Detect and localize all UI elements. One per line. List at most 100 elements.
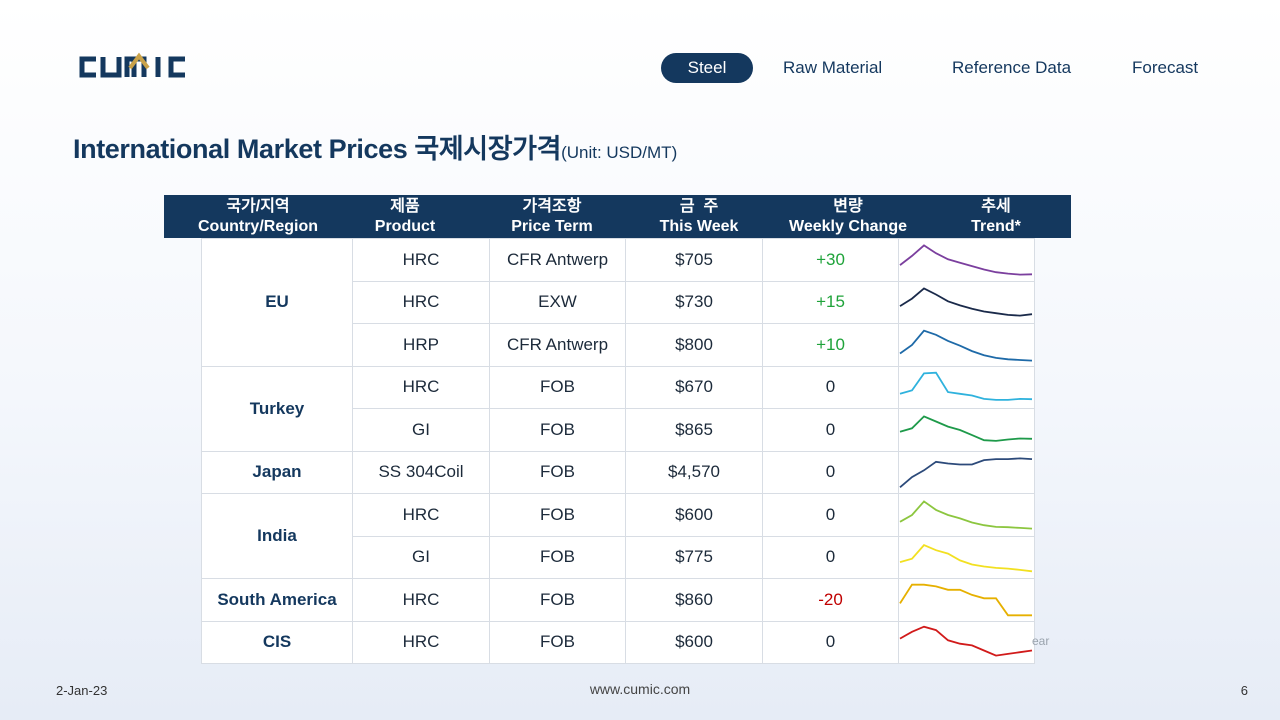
header-product: 제품 Product (374, 198, 436, 235)
cell-weekly-change: 0 (762, 365, 899, 409)
cell-price-term: FOB (489, 408, 626, 452)
cell-country: Turkey (201, 365, 353, 452)
page-title: International Market Prices 국제시장가격(Unit:… (73, 127, 677, 166)
trend-sparkline (899, 287, 1033, 317)
cell-trend (898, 323, 1035, 367)
cell-country: EU (201, 238, 353, 367)
cell-price-term: EXW (489, 280, 626, 324)
cell-product: HRC (352, 578, 490, 622)
table-row: GI FOB $775 0 (202, 535, 1035, 579)
cell-this-week: $600 (625, 620, 763, 664)
nav-reference-data[interactable]: Reference Data (952, 58, 1072, 77)
trend-line (899, 544, 1033, 573)
trend-line (899, 499, 1033, 530)
trend-line (899, 329, 1033, 362)
table-row: EU HRC CFR Antwerp $705 +30 (201, 238, 1035, 367)
cell-this-week: $705 (625, 238, 763, 282)
trend-line (899, 457, 1033, 489)
trend-line (899, 287, 1033, 317)
trend-sparkline (899, 372, 1033, 402)
cell-weekly-change: +30 (762, 238, 899, 282)
trend-line (899, 372, 1033, 402)
trend-line (899, 583, 1032, 616)
trend-line (899, 415, 1033, 442)
header-price-term: 가격조항 Price Term (511, 198, 593, 235)
nav-raw-material[interactable]: Raw Material (783, 58, 883, 77)
page-title-unit: (Unit: USD/MT) (561, 143, 678, 162)
cell-trend (898, 408, 1035, 452)
trend-sparkline (899, 499, 1033, 530)
cell-product: HRC (352, 620, 490, 664)
cell-country: Japan (201, 450, 353, 494)
cell-country: South America (201, 578, 353, 622)
page-title-main: International Market Prices 국제시장가격 (73, 134, 562, 164)
cell-weekly-change: 0 (762, 620, 899, 664)
cell-price-term: FOB (489, 450, 626, 494)
cell-trend (898, 238, 1035, 282)
nav-forecast[interactable]: Forecast (1132, 58, 1199, 77)
cell-this-week: $860 (625, 578, 763, 622)
table-row: India HRC FOB $600 0 (201, 493, 1035, 579)
trend-sparkline (899, 415, 1033, 442)
cell-product: GI (352, 408, 490, 452)
footer-website[interactable]: www.cumic.com (589, 681, 691, 697)
cell-this-week: $670 (625, 365, 763, 409)
table-row: GI FOB $865 0 (202, 408, 1035, 452)
cell-product: HRC (352, 365, 490, 409)
cell-weekly-change: 0 (762, 450, 899, 494)
ghost-text: ear (1032, 634, 1050, 648)
table-row: Japan SS 304Coil FOB $4,570 0 (201, 450, 1035, 494)
cell-trend (898, 535, 1035, 579)
cell-this-week: $600 (625, 493, 763, 537)
trend-line (899, 244, 1033, 276)
cell-product: HRC (352, 493, 490, 537)
cell-price-term: FOB (489, 620, 626, 664)
cell-trend (898, 365, 1035, 409)
cell-trend (898, 493, 1035, 537)
cell-price-term: CFR Antwerp (489, 238, 626, 282)
table-row: HRC EXW $730 +15 (202, 280, 1035, 324)
nav-steel[interactable]: Steel (661, 53, 753, 83)
cumic-logo (79, 52, 185, 78)
cell-price-term: FOB (489, 578, 626, 622)
cell-weekly-change: +10 (762, 323, 899, 367)
cell-this-week: $4,570 (625, 450, 763, 494)
table-row: South America HRC FOB $860 -20 (201, 578, 1035, 622)
header-this-week: 금 주 This Week (659, 198, 739, 235)
cell-product: SS 304Coil (352, 450, 490, 494)
cell-weekly-change: -20 (762, 578, 899, 622)
cell-this-week: $865 (625, 408, 763, 452)
cell-price-term: FOB (489, 493, 626, 537)
table-row: Turkey HRC FOB $670 0 (201, 365, 1035, 452)
cell-this-week: $775 (625, 535, 763, 579)
trend-line (899, 625, 1033, 657)
price-table: EU HRC CFR Antwerp $705 +30 HRC EXW $730 +15 HRP C… (201, 238, 1035, 664)
cell-weekly-change: 0 (762, 535, 899, 579)
cell-trend (898, 280, 1035, 324)
cell-this-week: $730 (625, 280, 763, 324)
table-header: 국가/지역 Country/Region 제품 Product 가격조항 Price … (164, 195, 1071, 238)
cell-trend (898, 578, 1035, 622)
cell-weekly-change: 0 (762, 493, 899, 537)
trend-sparkline (899, 583, 1032, 616)
cell-product: HRP (352, 323, 490, 367)
cell-trend (898, 620, 1035, 664)
trend-sparkline (899, 457, 1033, 489)
cell-this-week: $800 (625, 323, 763, 367)
trend-sparkline (899, 544, 1033, 573)
cell-weekly-change: +15 (762, 280, 899, 324)
cell-price-term: FOB (489, 365, 626, 409)
page-number: 6 (1240, 683, 1248, 698)
trend-sparkline (899, 244, 1033, 276)
trend-sparkline (899, 625, 1033, 657)
cell-weekly-change: 0 (762, 408, 899, 452)
cell-country: CIS (201, 620, 353, 664)
cell-price-term: FOB (489, 535, 626, 579)
trend-sparkline (899, 329, 1033, 362)
footer-date: 2-Jan-23 (56, 683, 108, 698)
cell-product: GI (352, 535, 490, 579)
header-trend: 추세 Trend* (971, 198, 1021, 235)
cell-country: India (201, 493, 353, 579)
cell-product: HRC (352, 238, 490, 282)
header-country: 국가/지역 Country/Region (198, 198, 318, 235)
